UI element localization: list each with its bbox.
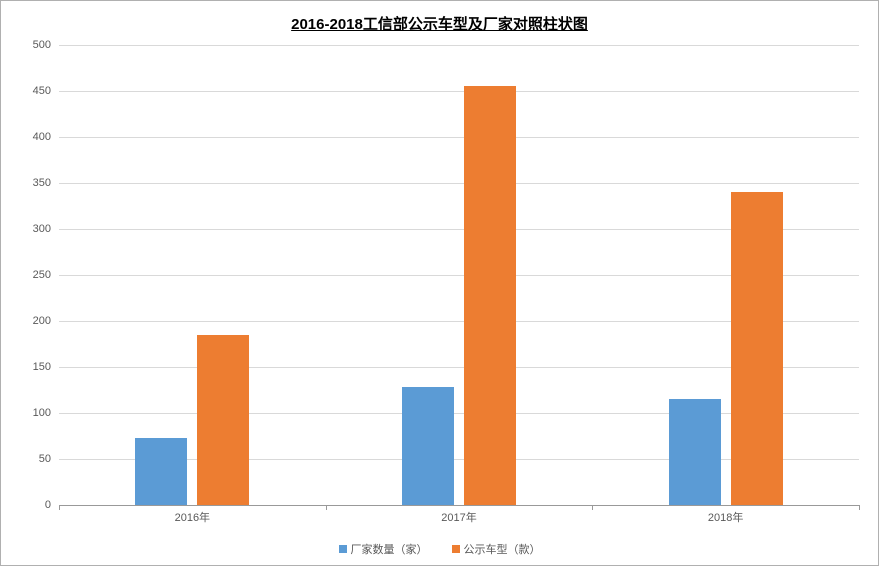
x-tick-mark bbox=[326, 505, 327, 510]
y-tick-label: 250 bbox=[33, 269, 51, 281]
x-tick-label: 2018年 bbox=[708, 509, 743, 525]
bar bbox=[402, 387, 454, 505]
bar bbox=[731, 192, 783, 505]
bar bbox=[197, 335, 249, 505]
y-tick-label: 400 bbox=[33, 131, 51, 143]
y-tick-label: 500 bbox=[33, 39, 51, 51]
chart-container: 2016-2018工信部公示车型及厂家对照柱状图 050100150200250… bbox=[0, 0, 879, 566]
y-tick-label: 0 bbox=[45, 499, 51, 511]
bar bbox=[135, 438, 187, 505]
legend-label: 厂家数量（家） bbox=[351, 544, 428, 556]
y-tick-label: 50 bbox=[39, 453, 51, 465]
x-tick-mark bbox=[859, 505, 860, 510]
gridline bbox=[59, 45, 859, 46]
x-tick-label: 2016年 bbox=[175, 509, 210, 525]
gridline bbox=[59, 137, 859, 138]
x-tick-label: 2017年 bbox=[441, 509, 476, 525]
y-tick-label: 100 bbox=[33, 407, 51, 419]
x-tick-mark bbox=[592, 505, 593, 510]
legend-swatch bbox=[452, 545, 460, 553]
bar bbox=[669, 399, 721, 505]
legend-item: 公示车型（款） bbox=[452, 541, 541, 557]
legend: 厂家数量（家） 公示车型（款） bbox=[1, 541, 878, 557]
gridline bbox=[59, 91, 859, 92]
legend-item: 厂家数量（家） bbox=[339, 541, 428, 557]
x-tick-mark bbox=[59, 505, 60, 510]
y-tick-label: 450 bbox=[33, 85, 51, 97]
legend-swatch bbox=[339, 545, 347, 553]
y-tick-label: 350 bbox=[33, 177, 51, 189]
y-tick-label: 150 bbox=[33, 361, 51, 373]
bar bbox=[464, 86, 516, 505]
gridline bbox=[59, 183, 859, 184]
plot-area: 0501001502002503003504004505002016年2017年… bbox=[59, 45, 859, 506]
y-tick-label: 200 bbox=[33, 315, 51, 327]
y-tick-label: 300 bbox=[33, 223, 51, 235]
chart-title: 2016-2018工信部公示车型及厂家对照柱状图 bbox=[1, 13, 878, 34]
legend-label: 公示车型（款） bbox=[464, 544, 541, 556]
